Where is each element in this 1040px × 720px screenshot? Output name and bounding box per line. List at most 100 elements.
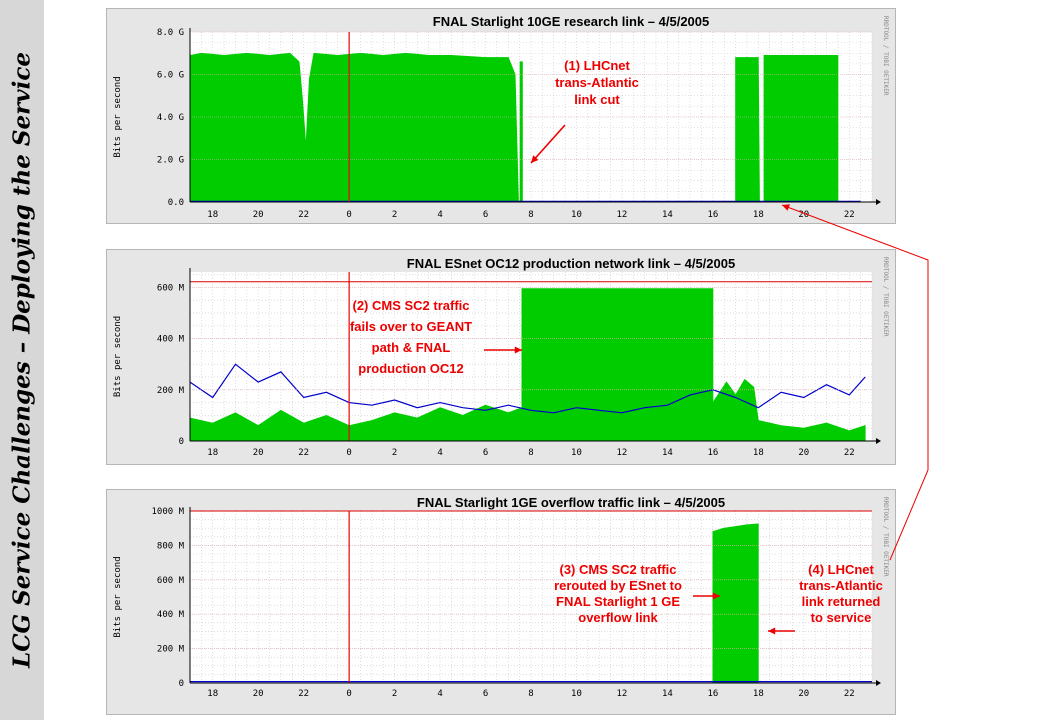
annotation-a2: (2) CMS SC2 traffic fails over to GEANT pa… (350, 298, 472, 376)
x-tick-label: 6 (483, 689, 488, 699)
x-tick-label: 22 (298, 210, 309, 220)
y-tick-label: 8.0 G (157, 28, 184, 38)
x-tick-label: 2 (392, 448, 397, 458)
annotation-line: fails over to GEANT (350, 319, 472, 334)
x-tick-label: 6 (483, 448, 488, 458)
x-tick-label: 22 (844, 210, 855, 220)
arrow-returned-bottom-head (768, 627, 776, 635)
arrow-returned-top-head (782, 204, 790, 211)
series-area-0 (189, 288, 714, 442)
annotation-line: rerouted by ESnet to (554, 578, 682, 593)
y-axis-label: Bits per second (113, 316, 123, 397)
y-tick-label: 600 M (157, 576, 185, 586)
x-axis-arrow (876, 438, 881, 444)
y-tick-label: 4.0 G (157, 113, 184, 123)
x-tick-label: 14 (662, 210, 673, 220)
annotation-line: (4) LHCnet (808, 562, 874, 577)
chart-title: FNAL Starlight 1GE overflow traffic link… (417, 495, 725, 510)
arrow-link-cut-head (531, 155, 539, 163)
rrdtool-label: RRDTOOL / TOBI OETIKER (882, 257, 889, 337)
x-tick-label: 14 (662, 448, 673, 458)
annotation-line: link cut (574, 92, 620, 107)
series-area-1 (735, 55, 839, 203)
x-tick-label: 22 (298, 689, 309, 699)
x-tick-label: 10 (571, 448, 582, 458)
x-tick-label: 4 (437, 210, 442, 220)
x-tick-label: 18 (753, 689, 764, 699)
arrow-rerouted-head (712, 592, 720, 600)
x-tick-label: 2 (392, 689, 397, 699)
x-tick-label: 18 (207, 689, 218, 699)
x-tick-label: 18 (207, 448, 218, 458)
x-tick-label: 4 (437, 448, 442, 458)
annotation-line: overflow link (578, 610, 658, 625)
chart-title: FNAL ESnet OC12 production network link … (407, 256, 735, 271)
x-tick-label: 8 (528, 689, 533, 699)
x-tick-label: 16 (707, 448, 718, 458)
x-tick-label: 16 (707, 689, 718, 699)
annotation-line: trans-Atlantic (555, 75, 639, 90)
x-tick-label: 20 (798, 210, 809, 220)
x-tick-label: 20 (798, 448, 809, 458)
annotation-line: (3) CMS SC2 traffic (559, 562, 676, 577)
annotation-line: production OC12 (358, 361, 463, 376)
chart-title: FNAL Starlight 10GE research link – 4/5/… (433, 14, 710, 29)
side-bar: LCG Service Challenges – Deploying the S… (0, 0, 44, 720)
x-tick-label: 4 (437, 689, 442, 699)
x-tick-label: 10 (571, 210, 582, 220)
x-tick-label: 0 (346, 689, 351, 699)
rrdtool-label: RRDTOOL / TOBI OETIKER (882, 16, 889, 96)
arrow-link-cut (530, 124, 566, 164)
rrdtool-label: RRDTOOL / TOBI OETIKER (882, 497, 889, 577)
x-tick-label: 22 (844, 448, 855, 458)
y-tick-label: 0.0 (168, 198, 184, 208)
x-tick-label: 8 (528, 210, 533, 220)
x-tick-label: 16 (707, 210, 718, 220)
x-tick-label: 20 (253, 210, 264, 220)
y-tick-label: 400 M (157, 610, 185, 620)
x-axis-arrow (876, 680, 881, 686)
annotation-a1: (1) LHCnet trans-Atlantic link cut (555, 58, 639, 107)
x-tick-label: 18 (753, 448, 764, 458)
arrow-returned-top (781, 204, 929, 561)
series-line-2 (189, 363, 866, 414)
annotation-line: FNAL Starlight 1 GE (556, 594, 680, 609)
series-area-0 (189, 52, 736, 203)
annotation-line: path & FNAL (372, 340, 451, 355)
arrow-fails-over-head (514, 346, 522, 354)
annotation-line: link returned (802, 594, 881, 609)
x-tick-label: 12 (617, 689, 628, 699)
x-tick-label: 20 (253, 448, 264, 458)
chart-1: 0.0 2.0 G 4.0 G 6.0 G 8.0 G 18 20 22 0 2 4 6 8 10 12 14… (113, 14, 889, 220)
x-tick-label: 18 (753, 210, 764, 220)
x-tick-label: 12 (617, 210, 628, 220)
x-tick-label: 6 (483, 210, 488, 220)
chart-2: 0 200 M 400 M 600 M 18 20 22 0 2 4 6 8 10 12 14 16 18 20 2… (113, 256, 889, 458)
x-axis-arrow (876, 199, 881, 205)
x-tick-label: 20 (253, 689, 264, 699)
y-tick-label: 1000 M (151, 507, 184, 517)
y-tick-label: 2.0 G (157, 156, 184, 166)
x-tick-label: 10 (571, 689, 582, 699)
x-tick-label: 0 (346, 210, 351, 220)
y-tick-label: 200 M (157, 386, 185, 396)
series-area-1 (712, 378, 866, 442)
annotation-line: (1) LHCnet (564, 58, 630, 73)
y-tick-label: 600 M (157, 283, 185, 293)
annotation-line: trans-Atlantic (799, 578, 883, 593)
y-tick-label: 0 (179, 679, 184, 689)
annotation-line: to service (811, 610, 872, 625)
annotation-arrows (484, 124, 929, 635)
x-tick-label: 22 (844, 689, 855, 699)
x-tick-label: 22 (298, 448, 309, 458)
y-axis-label: Bits per second (113, 556, 123, 637)
series-area-0 (712, 523, 759, 684)
y-tick-label: 6.0 G (157, 71, 184, 81)
x-tick-label: 8 (528, 448, 533, 458)
x-tick-label: 18 (207, 210, 218, 220)
x-tick-label: 12 (617, 448, 628, 458)
x-tick-label: 14 (662, 689, 673, 699)
y-tick-label: 200 M (157, 645, 185, 655)
